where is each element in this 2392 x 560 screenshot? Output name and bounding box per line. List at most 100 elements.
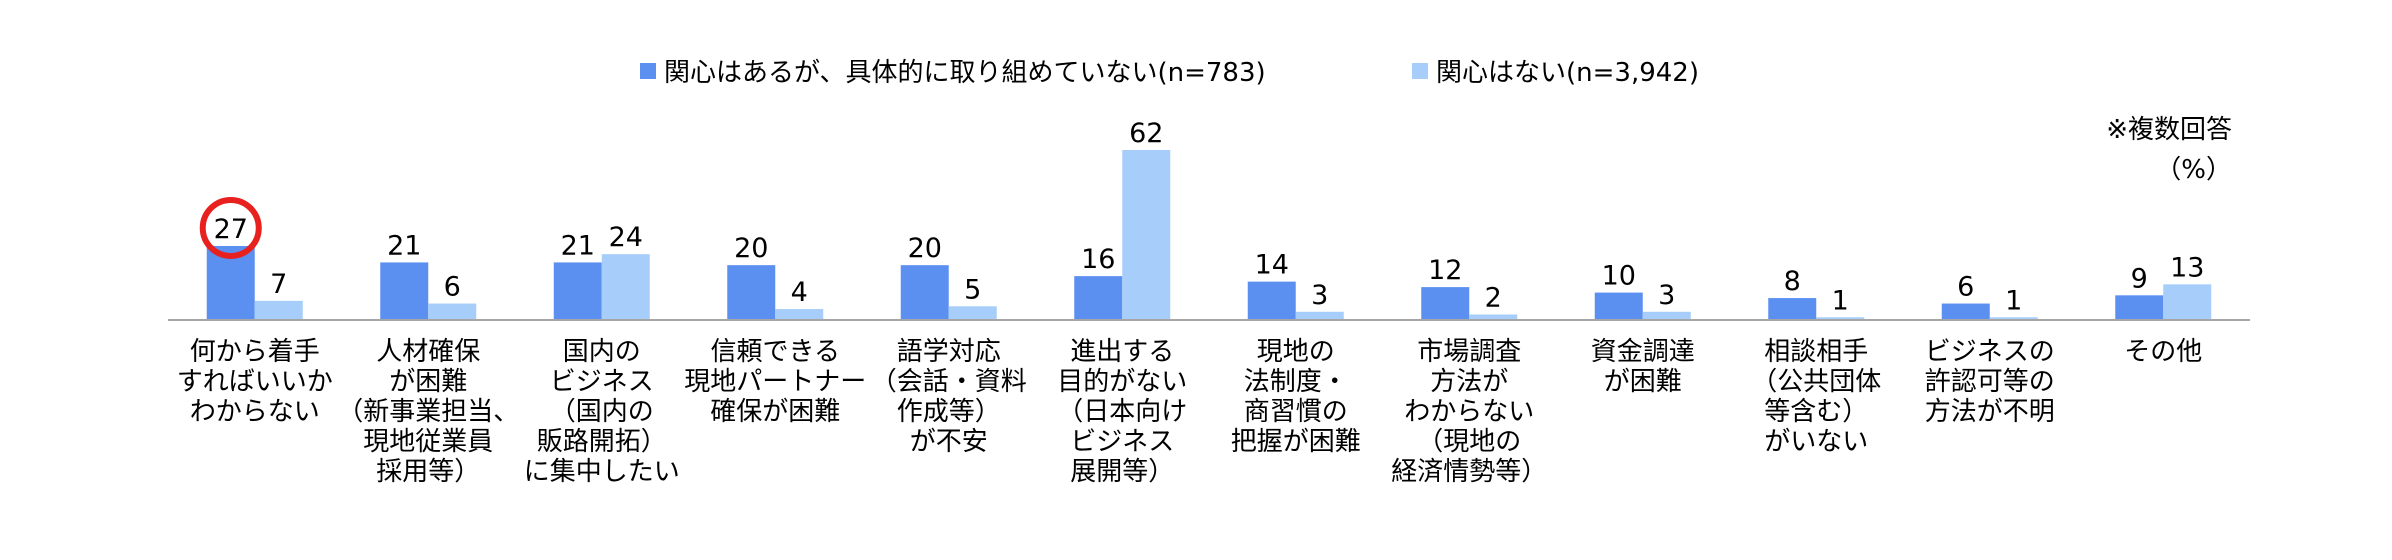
x-tick-label-8-line-1: 市場調査 (1417, 337, 1521, 367)
bar-s2-2 (428, 303, 477, 320)
x-tick-label-4-line-1: 信頼できる (711, 337, 840, 367)
x-tick-label-11-line-1: ビジネスの (1925, 337, 2055, 367)
x-tick-label-9-line-1: 資金調達 (1591, 337, 1695, 367)
x-tick-label-8-line-5: 経済情勢等） (1391, 457, 1547, 487)
bar-s2-5 (948, 306, 997, 320)
data-label-s2-6: 62 (1129, 118, 1163, 149)
x-tick-label-7-line-2: 法制度・ (1244, 367, 1348, 397)
chart-legend: 関心はあるが、具体的に取り組めていない(n=783) 関心はない(n=3,942… (0, 52, 2392, 92)
data-label-s1-11: 6 (1957, 272, 1974, 303)
x-tick-label-7-line-3: 商習慣の (1244, 397, 1348, 427)
data-label-s1-6: 16 (1081, 244, 1115, 275)
legend-swatch-series-1 (640, 62, 656, 79)
data-label-s1-7: 14 (1255, 250, 1289, 281)
x-tick-label-6-line-3: （日本向け (1057, 397, 1187, 427)
data-label-s1-3: 21 (561, 230, 595, 261)
x-tick-label-11-line-3: 方法が不明 (1925, 397, 2055, 427)
data-label-s1-9: 10 (1602, 261, 1636, 292)
bar-s2-6 (1122, 150, 1171, 320)
bar-s1-10 (1768, 298, 1817, 320)
data-label-s1-10: 8 (1784, 266, 1801, 297)
x-tick-label-2-line-4: 現地従業員 (363, 427, 493, 457)
x-tick-label-6-line-2: 目的がない (1057, 367, 1187, 397)
legend-label-series-1: 関心はあるが、具体的に取り組めていない(n=783) (664, 58, 1266, 88)
data-label-s2-10: 1 (1832, 285, 1849, 316)
legend-item-series-1: 関心はあるが、具体的に取り組めていない(n=783) (640, 52, 1266, 89)
bar-s2-12 (2163, 284, 2212, 320)
x-tick-label-1-line-1: 何から着手 (190, 337, 320, 367)
data-label-s1-1: 27 (214, 214, 248, 245)
x-tick-label-9-line-2: が困難 (1604, 367, 1682, 397)
data-label-s2-12: 13 (2170, 252, 2204, 283)
x-tick-label-8-line-2: 方法が (1430, 367, 1508, 397)
x-tick-label-5-line-2: （会話・資料 (871, 367, 1027, 397)
x-tick-label-7-line-4: 把握が困難 (1231, 427, 1361, 457)
bar-s2-4 (775, 309, 824, 320)
x-tick-label-1-line-2: すればいいか (177, 367, 333, 397)
x-tick-label-2-line-5: 採用等） (376, 457, 480, 487)
x-tick-label-4-line-3: 確保が困難 (710, 397, 840, 427)
x-tick-label-5-line-1: 語学対応 (897, 337, 1001, 367)
x-tick-label-6-line-1: 進出する (1070, 337, 1174, 367)
x-tick-label-8-line-3: わからない (1404, 397, 1534, 427)
x-tick-label-1-line-3: わからない (190, 397, 320, 427)
bar-s2-9 (1642, 311, 1691, 320)
x-tick-label-7-line-1: 現地の (1257, 337, 1335, 367)
bar-s1-7 (1247, 281, 1296, 320)
multiple-answer-note: ※複数回答 (2106, 115, 2232, 145)
bar-s2-8 (1469, 314, 1518, 320)
x-tick-label-10-line-1: 相談相手 (1764, 337, 1868, 367)
x-tick-label-11-line-2: 許認可等の (1925, 367, 2055, 397)
x-tick-label-5-line-3: 作成等） (897, 397, 1001, 427)
bar-s1-11 (1941, 303, 1990, 320)
x-tick-label-8-line-4: （現地の (1417, 427, 1521, 457)
bar-s1-9 (1594, 292, 1643, 320)
x-tick-label-2-line-1: 人材確保 (376, 337, 480, 367)
x-tick-label-6-line-5: 展開等） (1070, 457, 1174, 487)
x-tick-label-3-line-1: 国内の (563, 337, 641, 367)
bar-s2-3 (601, 254, 650, 320)
data-label-s1-2: 21 (387, 230, 421, 261)
data-label-s2-8: 2 (1485, 283, 1502, 314)
bar-s2-11 (1989, 317, 2038, 320)
x-tick-label-2-line-3: （新事業担当、 (337, 397, 519, 427)
legend-swatch-series-2 (1412, 62, 1428, 79)
x-tick-label-10-line-3: 等含む） (1764, 397, 1868, 427)
data-label-s2-5: 5 (964, 274, 981, 305)
bar-s1-5 (900, 265, 949, 320)
x-tick-label-12-line-1: その他 (2124, 337, 2202, 367)
data-label-s2-9: 3 (1658, 280, 1675, 311)
bar-s1-4 (727, 265, 776, 320)
highlight-circle (199, 196, 262, 259)
legend-item-series-2: 関心はない(n=3,942) (1412, 52, 1699, 89)
x-tick-label-10-line-4: がいない (1764, 427, 1868, 457)
unit-note: （%） (2155, 155, 2232, 185)
x-tick-label-4-line-2: 現地パートナー (684, 367, 866, 397)
x-tick-label-3-line-3: （国内の (550, 397, 654, 427)
bar-s1-3 (553, 262, 602, 320)
data-label-s2-1: 7 (270, 269, 287, 300)
bar-s1-12 (2115, 295, 2164, 320)
data-label-s2-7: 3 (1311, 280, 1328, 311)
bar-s2-1 (254, 300, 303, 320)
data-label-s2-11: 1 (2005, 285, 2022, 316)
bar-s1-6 (1074, 276, 1123, 320)
x-tick-label-5-line-4: が不安 (910, 427, 988, 457)
legend-label-series-2: 関心はない(n=3,942) (1436, 58, 1699, 88)
data-label-s1-8: 12 (1428, 255, 1462, 286)
x-tick-label-10-line-2: （公共団体 (1751, 367, 1881, 397)
x-tick-label-3-line-4: 販路開拓） (537, 427, 667, 457)
data-label-s1-4: 20 (734, 233, 768, 264)
bar-s1-8 (1421, 287, 1470, 320)
data-label-s2-4: 4 (791, 277, 808, 308)
bar-s1-2 (380, 262, 429, 320)
bar-s2-10 (1816, 317, 1865, 320)
x-tick-label-2-line-2: が困難 (389, 367, 467, 397)
bar-s2-7 (1295, 311, 1344, 320)
data-label-s1-12: 9 (2131, 263, 2148, 294)
x-tick-label-3-line-5: に集中したい (524, 457, 680, 487)
x-tick-label-3-line-2: ビジネス (550, 367, 654, 397)
data-label-s2-2: 6 (444, 272, 461, 303)
data-label-s2-3: 24 (609, 222, 643, 253)
